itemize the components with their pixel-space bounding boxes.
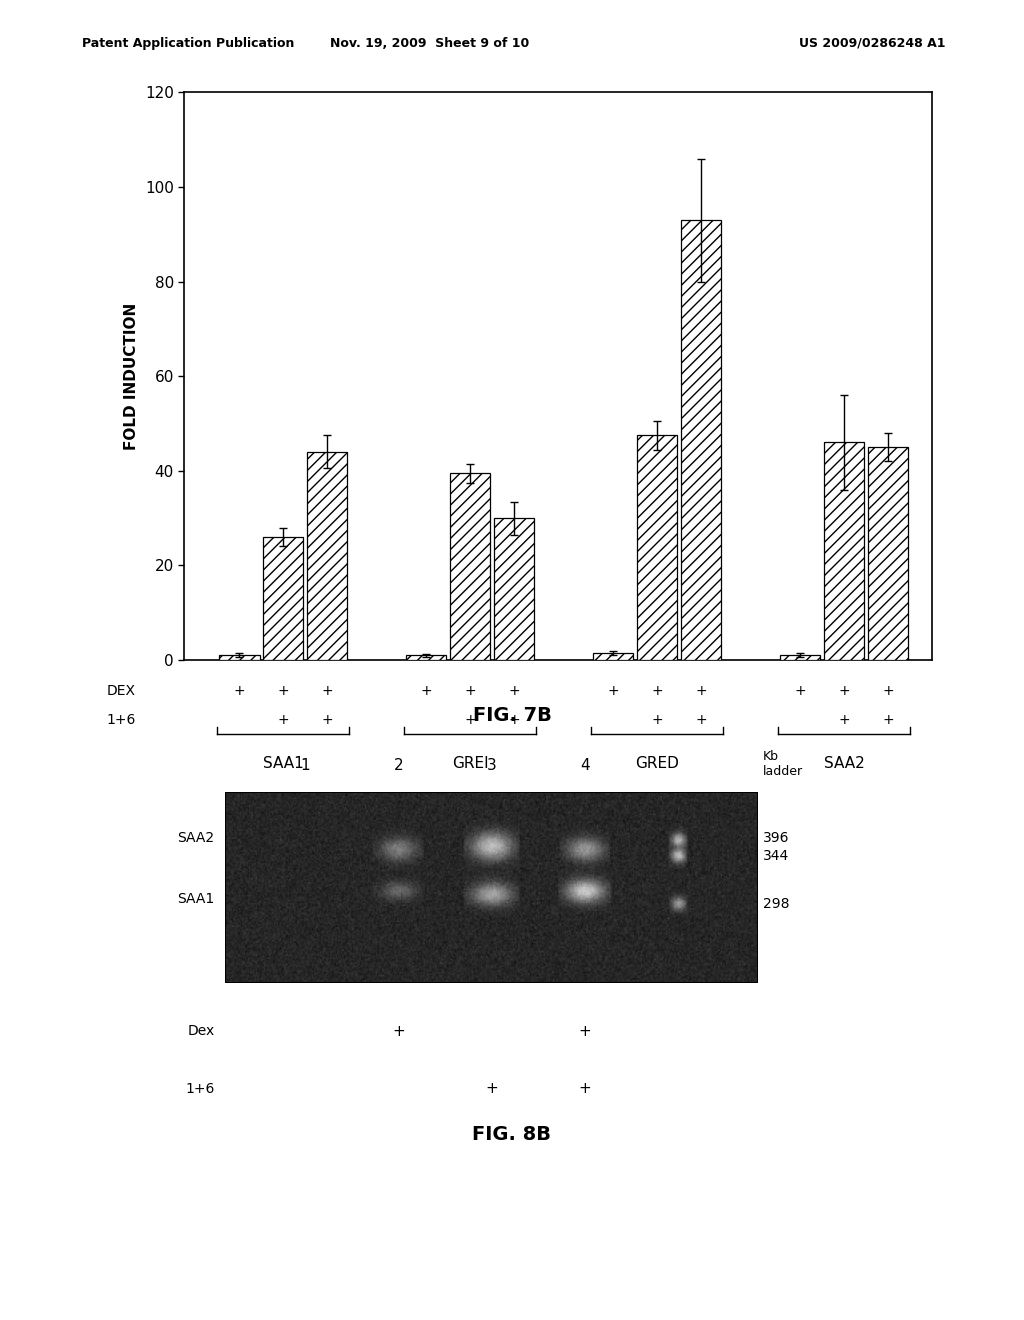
Text: 344: 344 <box>763 849 790 863</box>
Text: SAA2: SAA2 <box>177 830 215 845</box>
Text: 2: 2 <box>393 758 403 774</box>
Bar <box>219 655 259 660</box>
Text: +: + <box>695 713 707 726</box>
Text: Patent Application Publication: Patent Application Publication <box>82 37 294 50</box>
Text: 298: 298 <box>763 896 790 911</box>
Text: +: + <box>421 684 432 698</box>
Text: +: + <box>322 684 333 698</box>
Text: +: + <box>464 684 476 698</box>
Y-axis label: FOLD INDUCTION: FOLD INDUCTION <box>125 302 139 450</box>
Bar <box>779 655 820 660</box>
Bar <box>823 442 864 660</box>
Text: +: + <box>651 713 663 726</box>
Text: +: + <box>882 684 894 698</box>
Bar <box>450 473 490 660</box>
Text: Dex: Dex <box>187 1024 215 1039</box>
Text: +: + <box>579 1024 591 1039</box>
Text: +: + <box>607 684 618 698</box>
Bar <box>637 436 677 660</box>
Text: Nov. 19, 2009  Sheet 9 of 10: Nov. 19, 2009 Sheet 9 of 10 <box>331 37 529 50</box>
Text: 3: 3 <box>486 758 497 774</box>
Text: 1+6: 1+6 <box>106 713 136 726</box>
Text: +: + <box>392 1024 404 1039</box>
Text: +: + <box>278 713 289 726</box>
Text: +: + <box>695 684 707 698</box>
Text: +: + <box>838 713 850 726</box>
Text: 1+6: 1+6 <box>185 1081 215 1096</box>
Bar <box>494 519 535 660</box>
Text: +: + <box>651 684 663 698</box>
Text: +: + <box>882 713 894 726</box>
Bar <box>593 653 633 660</box>
Text: +: + <box>579 1081 591 1096</box>
Bar <box>406 655 446 660</box>
Text: 4: 4 <box>580 758 590 774</box>
Text: US 2009/0286248 A1: US 2009/0286248 A1 <box>799 37 945 50</box>
Text: +: + <box>795 684 806 698</box>
Text: FIG. 7B: FIG. 7B <box>472 706 552 725</box>
Text: 396: 396 <box>763 832 790 845</box>
Text: +: + <box>233 684 245 698</box>
Bar <box>867 447 908 660</box>
Text: Kb
ladder: Kb ladder <box>763 750 803 777</box>
Text: +: + <box>464 713 476 726</box>
Bar <box>681 220 721 660</box>
Text: DEX: DEX <box>106 684 136 698</box>
Text: +: + <box>278 684 289 698</box>
Text: +: + <box>838 684 850 698</box>
Text: +: + <box>322 713 333 726</box>
Text: SAA1: SAA1 <box>263 756 304 771</box>
Text: SAA2: SAA2 <box>823 756 864 771</box>
Text: GREI: GREI <box>452 756 488 771</box>
Text: SAA1: SAA1 <box>177 891 215 906</box>
Text: +: + <box>508 684 520 698</box>
Bar <box>307 451 347 660</box>
Text: +: + <box>508 713 520 726</box>
Bar <box>263 537 303 660</box>
Text: 1: 1 <box>300 758 310 774</box>
Text: FIG. 8B: FIG. 8B <box>472 1125 552 1143</box>
Text: +: + <box>485 1081 498 1096</box>
Text: GRED: GRED <box>635 756 679 771</box>
